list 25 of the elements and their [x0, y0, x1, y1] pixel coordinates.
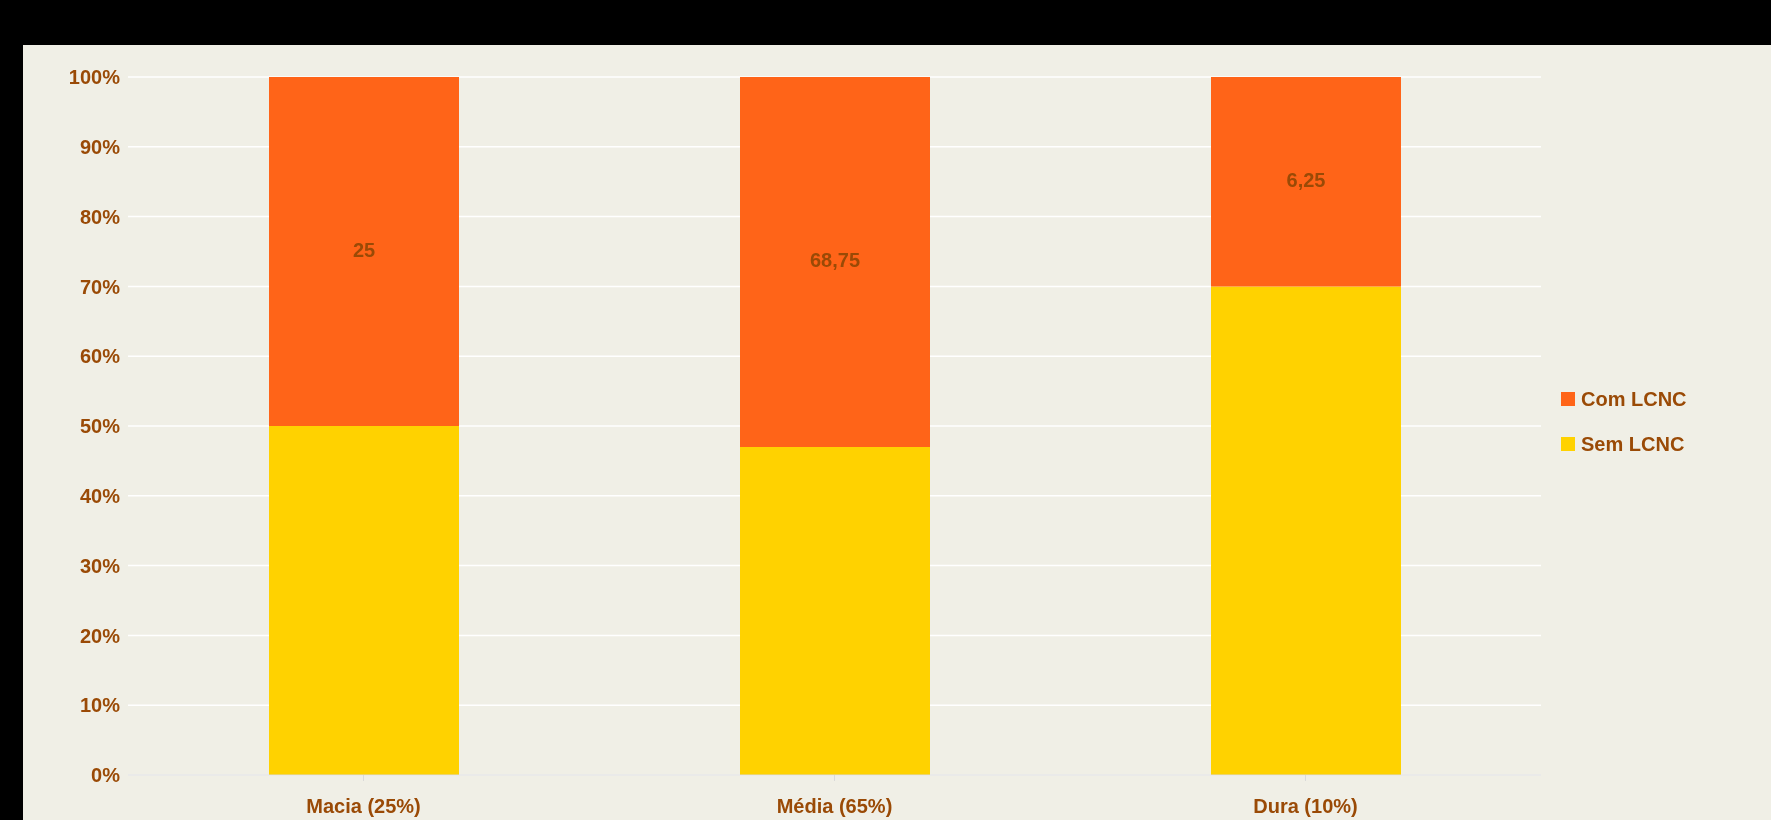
y-tick-label: 70% [79, 275, 121, 298]
annotation: 25 [352, 238, 376, 261]
annotation: 68,75 [809, 249, 861, 272]
y-tick-label: 50% [79, 415, 121, 438]
y-tick-label: 60% [79, 345, 121, 368]
x-tick-label: Média (65%) [776, 795, 893, 818]
bar [1211, 77, 1401, 287]
bar [269, 77, 459, 426]
y-tick-label: 40% [79, 484, 121, 507]
y-tick-label: 10% [79, 694, 121, 717]
y-tick-label: 100% [68, 66, 121, 89]
legend-label: Sem LCNC [1581, 432, 1685, 456]
y-tick-label: 80% [79, 205, 121, 228]
y-tick-label: 20% [79, 624, 121, 647]
legend-label: Com LCNC [1581, 387, 1687, 411]
bar [1211, 286, 1401, 775]
y-tick-label: 0% [91, 764, 121, 787]
y-tick-label: 30% [79, 554, 121, 577]
x-tick-label: Dura (10%) [1253, 795, 1358, 818]
bar [740, 77, 930, 447]
bar [269, 426, 459, 775]
annotation: 6,25 [1286, 168, 1326, 191]
bar [740, 446, 930, 775]
y-tick-label: 90% [79, 135, 121, 158]
x-tick-label: Macia (25%) [306, 795, 421, 818]
